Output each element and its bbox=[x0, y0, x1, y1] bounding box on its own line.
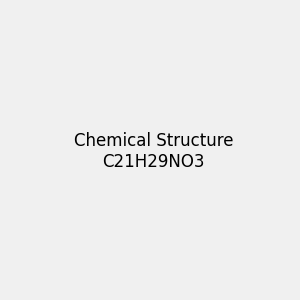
Text: Chemical Structure
C21H29NO3: Chemical Structure C21H29NO3 bbox=[74, 132, 233, 171]
